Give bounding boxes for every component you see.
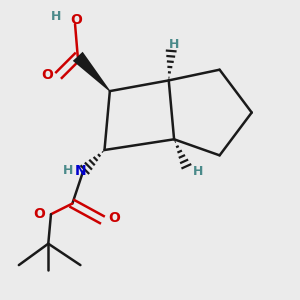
Polygon shape <box>73 52 110 92</box>
Text: O: O <box>41 68 53 82</box>
Text: H: H <box>169 38 179 51</box>
Text: N: N <box>75 164 86 178</box>
Text: H: H <box>51 10 62 23</box>
Text: H: H <box>63 164 74 177</box>
Text: O: O <box>33 207 45 221</box>
Text: H: H <box>193 165 203 178</box>
Text: O: O <box>108 211 120 225</box>
Text: O: O <box>70 13 82 27</box>
